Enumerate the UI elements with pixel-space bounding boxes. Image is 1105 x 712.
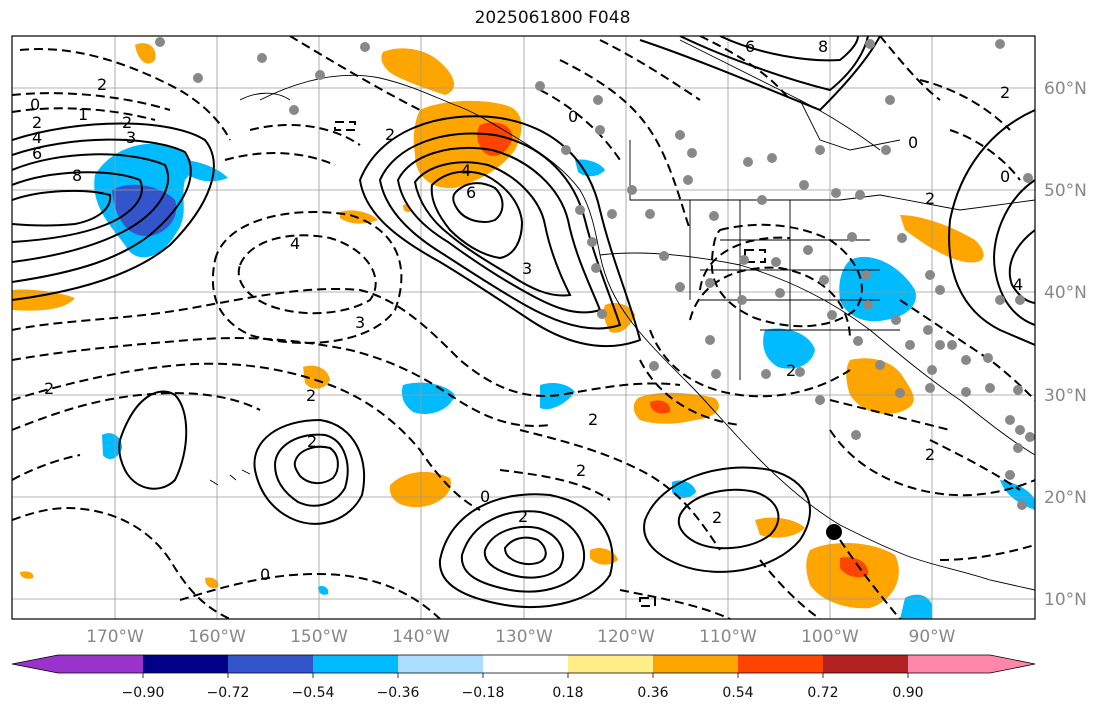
- lon-tick-label: 170°W: [86, 627, 144, 647]
- contour-label: 2: [712, 508, 722, 527]
- colorbar-tick-label: 0.72: [807, 685, 838, 701]
- colorbar-tick-label: −0.90: [122, 685, 165, 701]
- map-border: [11, 35, 1036, 620]
- lat-tick-label: 20°N: [1044, 488, 1087, 508]
- dashed-contours: [12, 36, 1035, 619]
- contour-label: 2: [925, 189, 935, 208]
- contour-label: 6: [32, 144, 42, 163]
- contour-label: 0: [1000, 167, 1010, 186]
- contour-label: 2: [44, 379, 54, 398]
- contour-labels: 0 2 4 6 8 2 3 1 2 4 3 2 2 2 4 6 2 3 0 6 …: [30, 37, 1023, 584]
- lat-tick-label: 50°N: [1044, 181, 1087, 201]
- latitude-axis: 60°N 50°N 40°N 30°N 20°N 10°N: [1044, 79, 1087, 610]
- colorbar-tick-label: 0.90: [892, 685, 923, 701]
- lat-tick-label: 30°N: [1044, 386, 1087, 406]
- colorbar-tick-label: −0.36: [377, 685, 420, 701]
- colorbar-extend-high: [990, 655, 1035, 673]
- location-marker: [826, 524, 842, 540]
- contour-label: 8: [818, 37, 828, 56]
- lat-tick-label: 60°N: [1044, 79, 1087, 99]
- colorbar: −0.90 −0.72 −0.54 −0.36 −0.18 0.18 0.36 …: [11, 654, 1036, 701]
- contour-label: 6: [466, 183, 476, 202]
- contour-label: 2: [1000, 83, 1010, 102]
- lat-tick-label: 40°N: [1044, 283, 1087, 303]
- station-markers: [155, 37, 1035, 510]
- contour-label: 0: [568, 107, 578, 126]
- contour-label: 2: [306, 386, 316, 405]
- contour-label: 2: [385, 125, 395, 144]
- map-title: 2025061800 F048: [474, 8, 631, 28]
- contour-label: 2: [122, 113, 132, 132]
- contour-label: 2: [518, 507, 528, 526]
- contour-label: 3: [355, 313, 365, 332]
- colorbar-tick-label: −0.54: [292, 685, 335, 701]
- colorbar-tick-label: −0.18: [462, 685, 505, 701]
- contour-label: 4: [1013, 275, 1023, 294]
- lon-tick-label: 130°W: [495, 627, 553, 647]
- contour-label: 8: [72, 166, 82, 185]
- contour-label: 6: [745, 37, 755, 56]
- colorbar-tick-label: 0.36: [637, 685, 668, 701]
- lon-tick-label: 100°W: [801, 627, 859, 647]
- contour-label: 2: [97, 75, 107, 94]
- contour-label: 0: [480, 487, 490, 506]
- colorbar-tick-label: −0.72: [207, 685, 250, 701]
- contour-label: 2: [576, 461, 586, 480]
- lon-tick-label: 150°W: [290, 627, 348, 647]
- contour-label: 0: [908, 133, 918, 152]
- contour-label: 4: [290, 234, 300, 253]
- map-frame: [12, 36, 1035, 619]
- colorbar-tick-label: 0.18: [552, 685, 583, 701]
- lon-tick-label: 140°W: [392, 627, 450, 647]
- contour-label: 1: [78, 105, 88, 124]
- lon-tick-label: 110°W: [699, 627, 757, 647]
- contour-label: 3: [522, 259, 532, 278]
- contour-label: 0: [260, 565, 270, 584]
- longitude-axis: 170°W 160°W 150°W 140°W 130°W 120°W 110°…: [86, 627, 956, 647]
- contour-label: 0: [30, 95, 40, 114]
- contour-label: 2: [32, 113, 42, 132]
- lon-tick-label: 120°W: [597, 627, 655, 647]
- colorbar-extend-low: [12, 655, 58, 673]
- contour-label: 4: [461, 161, 471, 180]
- solid-contours: [12, 36, 1035, 608]
- contour-label: 2: [588, 410, 598, 429]
- contour-label: 4: [32, 128, 42, 147]
- colorbar-tick-label: 0.54: [722, 685, 753, 701]
- lat-tick-label: 10°N: [1044, 590, 1087, 610]
- contour-label: 2: [786, 361, 796, 380]
- contour-label: 2: [307, 432, 317, 451]
- lon-tick-label: 90°W: [909, 627, 956, 647]
- contour-label: 3: [126, 128, 136, 147]
- contour-label: 2: [925, 445, 935, 464]
- lon-tick-label: 160°W: [188, 627, 246, 647]
